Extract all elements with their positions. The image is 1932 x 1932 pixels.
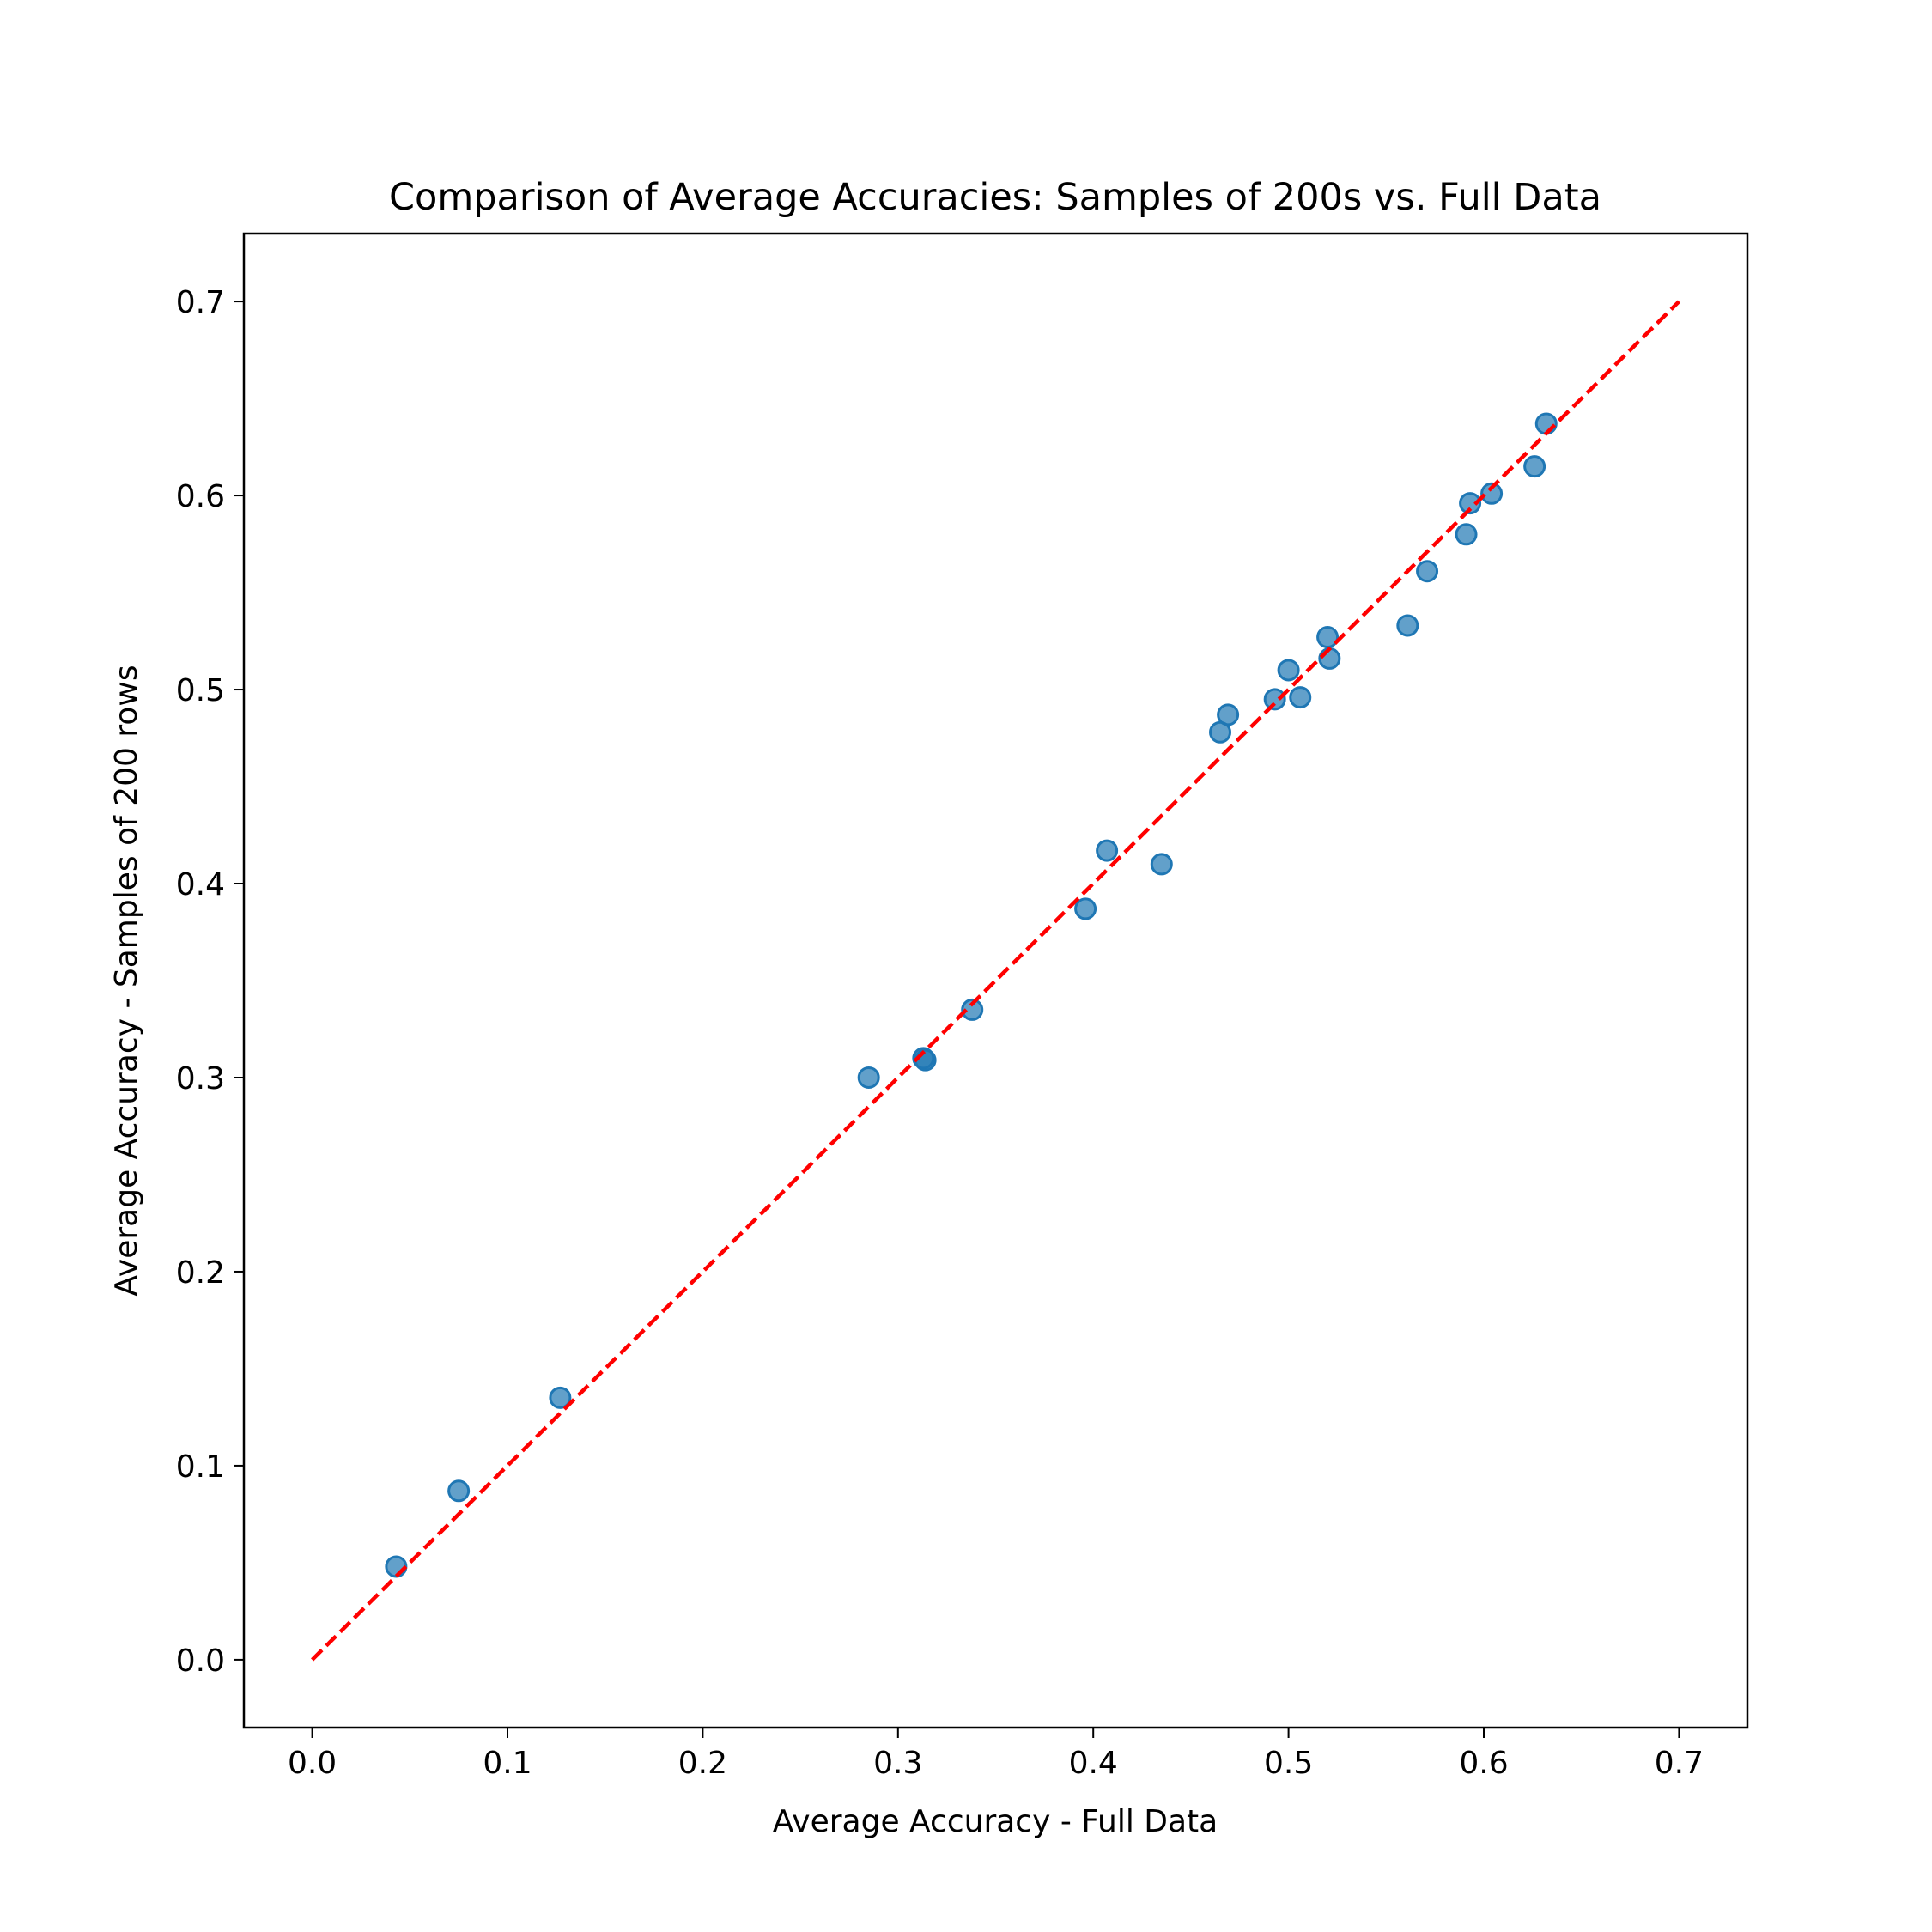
x-tick-label: 0.2: [678, 1746, 727, 1781]
x-tick-label: 0.5: [1264, 1746, 1313, 1781]
chart-title: Comparison of Average Accuracies: Sample…: [389, 176, 1601, 219]
scatter-point: [1416, 560, 1439, 583]
y-axis: 0.0 0.1 0.2 0.3 0.4 0.5 0.6 0.7: [176, 285, 244, 1679]
y-tick-label: 0.4: [176, 867, 225, 902]
reference-line: [311, 300, 1680, 1662]
scatter-point: [1096, 839, 1119, 862]
x-tick-label: 0.1: [483, 1746, 532, 1781]
x-axis-label: Average Accuracy - Full Data: [773, 1804, 1218, 1839]
plot-frame: [242, 232, 1749, 1729]
scatter-point: [1396, 614, 1419, 637]
x-axis: 0.0 0.1 0.2 0.3 0.4 0.5 0.6 0.7: [288, 1728, 1704, 1781]
scatter-point: [1316, 626, 1340, 649]
scatter-point: [1459, 492, 1482, 515]
scatter-point: [1074, 897, 1097, 920]
y-tick-label: 0.2: [176, 1255, 225, 1291]
scatter-point: [549, 1386, 572, 1409]
y-tick-label: 0.5: [176, 673, 225, 708]
x-tick-label: 0.6: [1459, 1746, 1508, 1781]
scatter-point: [1455, 523, 1478, 546]
y-tick-label: 0.3: [176, 1061, 225, 1097]
scatter-point: [385, 1555, 408, 1578]
scatter-point: [914, 1048, 937, 1072]
scatter-point: [1150, 853, 1173, 876]
scatter-point: [857, 1066, 880, 1089]
scatter-point: [1277, 659, 1300, 682]
y-tick-label: 0.6: [176, 479, 225, 514]
scatter-point: [1217, 703, 1240, 726]
scatter-points: [385, 412, 1558, 1578]
scatter-point: [1523, 455, 1546, 478]
plot-area: [311, 300, 1680, 1662]
y-tick-label: 0.1: [176, 1449, 225, 1485]
scatter-point: [1289, 686, 1312, 709]
x-tick-label: 0.3: [873, 1746, 922, 1781]
x-tick-label: 0.0: [288, 1746, 337, 1781]
y-tick-label: 0.7: [176, 285, 225, 320]
scatter-point: [1480, 482, 1504, 505]
x-tick-label: 0.4: [1069, 1746, 1118, 1781]
x-tick-label: 0.7: [1655, 1746, 1704, 1781]
y-axis-label: Average Accuracy - Samples of 200 rows: [109, 665, 144, 1296]
y-tick-label: 0.0: [176, 1643, 225, 1679]
scatter-point: [447, 1479, 471, 1503]
scatter-point: [1263, 688, 1286, 711]
scatter-point: [961, 998, 984, 1021]
scatter-point: [1534, 412, 1558, 435]
scatter-point: [1318, 647, 1341, 670]
